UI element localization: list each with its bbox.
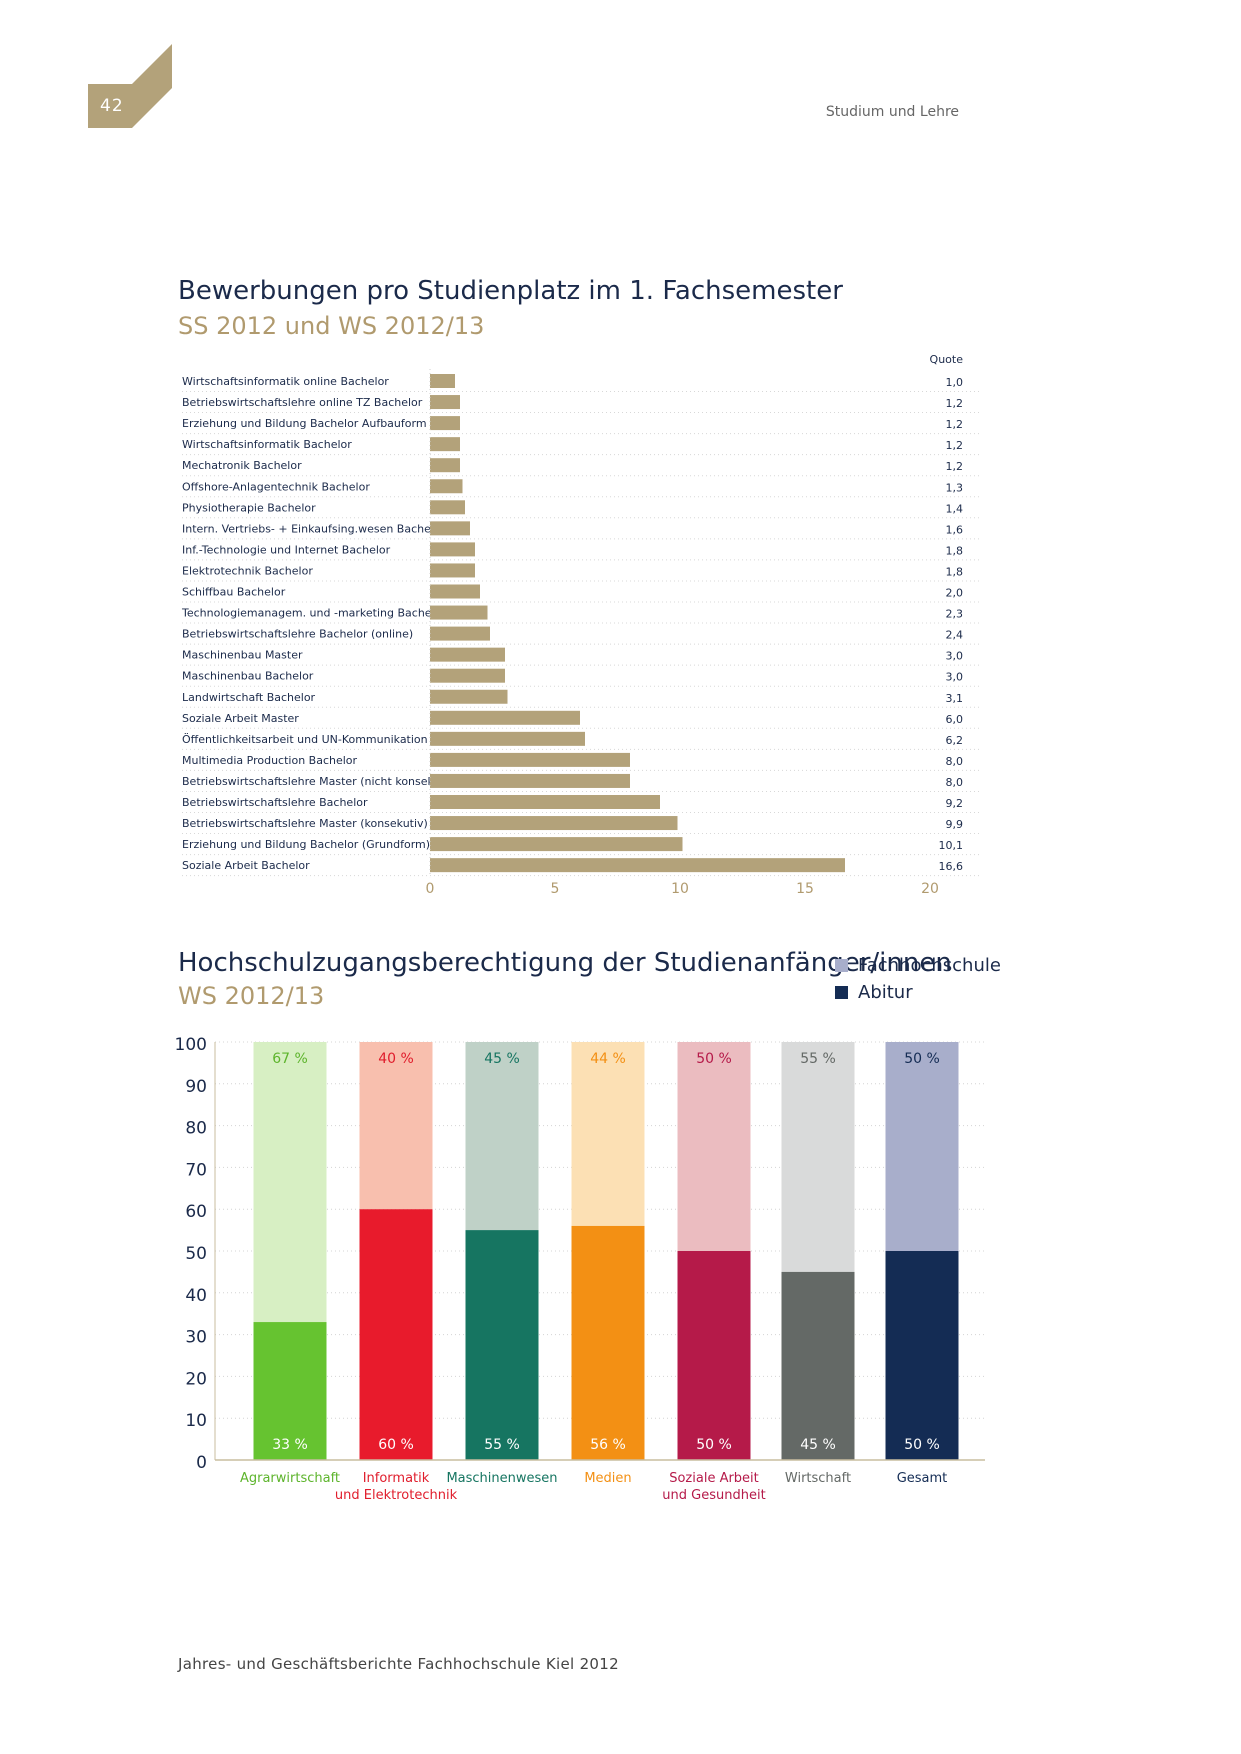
quote-value: 10,1: [939, 839, 964, 852]
bar: [430, 458, 460, 473]
bar: [430, 500, 465, 515]
category-label: Technologiemanagem. und -marketing Bache…: [181, 607, 446, 620]
quote-value: 8,0: [946, 776, 964, 789]
quote-value: 3,1: [946, 692, 964, 705]
x-tick-label: 20: [921, 881, 939, 897]
quote-value: 1,2: [946, 460, 964, 473]
quote-value: 1,3: [946, 481, 964, 494]
x-tick-label: 15: [796, 881, 814, 897]
bar: [430, 521, 470, 536]
chart1-subtitle: SS 2012 und WS 2012/13: [178, 312, 485, 340]
category-label: Multimedia Production Bachelor: [182, 754, 358, 767]
bar: [430, 773, 630, 788]
category-label: Betriebswirtschaftslehre Master (konseku…: [182, 817, 428, 830]
category-label: Betriebswirtschaftslehre Bachelor: [182, 796, 368, 809]
quote-value: 8,0: [946, 755, 964, 768]
bar: [430, 837, 683, 852]
bar: [430, 710, 580, 725]
category-label: Soziale Arbeit Master: [182, 712, 299, 725]
category-label: Öffentlichkeitsarbeit und UN-Kommunikati…: [182, 733, 447, 746]
bar: [430, 647, 505, 662]
x-tick-label: 0: [426, 881, 435, 897]
bar: [430, 689, 508, 704]
category-label: Maschinenbau Bachelor: [182, 670, 314, 683]
category-label: Erziehung und Bildung Bachelor Aufbaufor…: [182, 417, 427, 430]
footer-text: Jahres- und Geschäftsberichte Fachhochsc…: [178, 1655, 619, 1673]
chart1-title: Bewerbungen pro Studienplatz im 1. Fachs…: [178, 276, 843, 306]
legend-label-abitur: Abitur: [858, 982, 913, 1003]
page-number-badge: [88, 44, 172, 128]
bar: [430, 374, 455, 388]
category-label: Soziale Arbeit Bachelor: [182, 859, 310, 872]
chart2-title: Hochschulzugangsberechtigung der Studien…: [178, 948, 952, 978]
category-label: Elektrotechnik Bachelor: [182, 564, 313, 577]
bar: [430, 731, 585, 746]
legend-swatch-abitur: [835, 986, 848, 999]
page-number: 42: [100, 96, 124, 116]
category-label: Physiotherapie Bachelor: [182, 501, 316, 514]
quote-value: 2,4: [946, 629, 964, 642]
quote-value: 2,3: [946, 608, 964, 621]
bar: [430, 795, 660, 809]
bar: [430, 605, 488, 620]
bar: [430, 626, 490, 641]
bar: [430, 816, 678, 831]
quote-value: 1,0: [946, 376, 964, 389]
quote-header: Quote: [930, 353, 964, 366]
category-label: Erziehung und Bildung Bachelor (Grundfor…: [182, 838, 430, 851]
category-label: Betriebswirtschaftslehre Bachelor (onlin…: [182, 628, 413, 641]
category-label: Landwirtschaft Bachelor: [182, 691, 316, 704]
category-label: Maschinenbau Master: [182, 649, 303, 662]
bar: [430, 437, 460, 452]
category-label: Betriebswirtschaftslehre Master (nicht k…: [182, 775, 442, 788]
quote-value: 9,2: [946, 797, 964, 810]
quote-value: 1,2: [946, 418, 964, 431]
legend-item-abitur: Abitur: [835, 979, 1001, 1006]
quote-value: 3,0: [946, 671, 964, 684]
quote-value: 1,2: [946, 439, 964, 452]
legend-label-fachhochschule: Fachhochschule: [858, 955, 1001, 976]
quote-value: 1,6: [946, 523, 964, 536]
quote-value: 2,0: [946, 587, 964, 600]
bar: [430, 563, 475, 578]
bar: [430, 395, 460, 410]
chart2-legend: Fachhochschule Abitur: [835, 952, 1001, 1006]
category-label: Offshore-Anlagentechnik Bachelor: [182, 480, 370, 493]
x-tick-label: 10: [671, 881, 689, 897]
quote-value: 1,8: [946, 565, 964, 578]
quote-value: 1,2: [946, 397, 964, 410]
bar: [430, 542, 475, 557]
section-label: Studium und Lehre: [825, 104, 959, 120]
category-label: Intern. Vertriebs- + Einkaufsing.wesen B…: [182, 522, 446, 535]
quote-value: 3,0: [946, 650, 964, 663]
category-label: Inf.-Technologie und Internet Bachelor: [182, 543, 391, 556]
legend-item-fachhochschule: Fachhochschule: [835, 952, 1001, 979]
bar: [430, 584, 480, 599]
quote-value: 6,2: [946, 734, 964, 747]
quote-value: 9,9: [946, 818, 964, 831]
category-label: Mechatronik Bachelor: [182, 459, 302, 472]
bar: [430, 479, 463, 494]
quote-value: 1,8: [946, 544, 964, 557]
category-label: Wirtschaftsinformatik Bachelor: [182, 438, 352, 451]
chart2-subtitle: WS 2012/13: [178, 982, 325, 1010]
bar: [430, 858, 845, 873]
legend-swatch-fachhochschule: [835, 959, 848, 972]
bar: [430, 668, 505, 683]
category-label: Wirtschaftsinformatik online Bachelor: [182, 375, 389, 388]
x-tick-label: 5: [551, 881, 560, 897]
quote-value: 16,6: [939, 860, 964, 873]
quote-value: 1,4: [946, 502, 964, 515]
bar: [430, 752, 630, 767]
category-label: Schiffbau Bachelor: [182, 586, 286, 599]
category-label: Betriebswirtschaftslehre online TZ Bache…: [182, 396, 423, 409]
bar: [430, 416, 460, 431]
quote-value: 6,0: [946, 713, 964, 726]
